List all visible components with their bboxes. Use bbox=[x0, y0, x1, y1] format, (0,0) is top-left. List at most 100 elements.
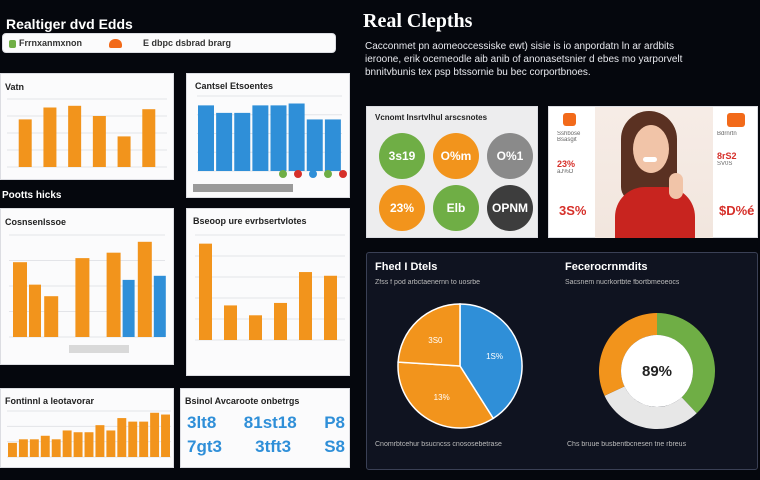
bar bbox=[117, 418, 127, 457]
scrollbar bbox=[193, 184, 293, 192]
bar bbox=[270, 105, 287, 171]
metric-circle: O%m bbox=[433, 133, 479, 179]
desc-line: ieroone, erik ocemeodle aib anib of anon… bbox=[365, 54, 683, 65]
promo-card: Sshbose Bsasgit 23% aJ%O 3S% Bdrnrtn 8rS… bbox=[548, 106, 758, 238]
bar bbox=[43, 107, 57, 167]
panel-c-title: Cosnsenlssoe bbox=[5, 217, 67, 227]
slice-label: 13% bbox=[434, 393, 450, 402]
page-title: Real Clepths bbox=[363, 10, 473, 32]
bar bbox=[40, 435, 50, 457]
legend-dot bbox=[324, 170, 332, 178]
bar-orange bbox=[29, 284, 41, 337]
bar bbox=[95, 425, 105, 457]
bar bbox=[139, 421, 149, 457]
pie-left-title: Fhed I Dtels bbox=[375, 261, 438, 273]
panel-e: Fontinnl a leotavorar bbox=[0, 388, 174, 468]
legend-dot bbox=[279, 170, 287, 178]
legend-dot bbox=[339, 170, 347, 178]
donut-center-label: 89% bbox=[642, 363, 672, 380]
promo-left-item: aJ%O bbox=[557, 169, 574, 175]
stat-value: 81st18 bbox=[243, 413, 297, 432]
bar bbox=[274, 302, 287, 340]
stat-value: 7gt3 bbox=[187, 437, 222, 456]
bar bbox=[29, 439, 39, 457]
bar bbox=[306, 119, 323, 171]
stat-value: P8 bbox=[324, 413, 345, 432]
metric-circle: OPNM bbox=[487, 185, 533, 231]
donut-segment bbox=[604, 386, 697, 429]
promo-left-item: Sshbose bbox=[557, 131, 581, 137]
bar bbox=[198, 105, 214, 171]
promo-left-item: 23% bbox=[557, 159, 576, 169]
pie-left-caption: Cnomrbtcehur bsucncss cnososebetrase bbox=[375, 441, 502, 448]
panel-b-title: Cantsel Etsoentes bbox=[195, 81, 274, 91]
donut-chart: 89% bbox=[599, 313, 715, 429]
tab-bar: Frrnxanmxnon E dbpc dsbrad brarg bbox=[2, 33, 336, 53]
promo-right-item: SV0S bbox=[717, 161, 733, 167]
legend-dot bbox=[294, 170, 302, 178]
bar bbox=[128, 421, 138, 457]
bar bbox=[62, 430, 72, 457]
panel-f-title: Bsinol Avcaroote onbetrgs bbox=[185, 396, 300, 406]
promo-right-value: $D%é bbox=[719, 203, 755, 218]
panel-c: Cosnsenlssoe bbox=[0, 208, 174, 365]
bar bbox=[224, 305, 237, 340]
stat-value: 3lt8 bbox=[187, 413, 217, 432]
stat-value: S8 bbox=[324, 437, 345, 456]
bar bbox=[18, 439, 28, 457]
desc-line: bnnitvbunis tex psp btssornie bu bec cor… bbox=[365, 67, 591, 78]
bar bbox=[252, 105, 269, 171]
promo-left-item: Bsasgit bbox=[557, 137, 577, 143]
desc-line: Cacconmet pn aomeoccessiske ewt) sisie i… bbox=[365, 41, 675, 52]
pie-left-subtitle: Zfss f pod arbctaenernn to uosrbe bbox=[375, 279, 481, 286]
bar bbox=[106, 430, 116, 457]
panel-d-title: Bseoop ure evrbsertvlotes bbox=[193, 216, 307, 226]
panel-e-chart bbox=[7, 410, 171, 458]
bar bbox=[324, 119, 341, 171]
tab-2-label[interactable]: E dbpc dsbrad brarg bbox=[143, 38, 232, 48]
model-photo bbox=[595, 107, 713, 238]
bar-orange bbox=[75, 258, 90, 337]
bar-orange bbox=[13, 262, 27, 337]
panel-e-title: Fontinnl a leotavorar bbox=[5, 396, 95, 406]
promo-left-icon bbox=[563, 113, 576, 126]
metric-circle: 3s19 bbox=[379, 133, 425, 179]
panel-f: Bsinol Avcaroote onbetrgs 3lt8 81st18 P8… bbox=[180, 388, 350, 468]
slice-label: 3S0 bbox=[428, 336, 443, 345]
promo-right-item: Bdrnrtn bbox=[717, 131, 737, 137]
bar bbox=[8, 442, 17, 457]
app-title: Realtiger dvd Edds bbox=[6, 16, 133, 32]
metric-circle: 23% bbox=[379, 185, 425, 231]
circles-card-title: Vcnomt lnsrtvlhul arscsnotes bbox=[375, 113, 488, 122]
pie-right-caption: Chs bruue busbentbcnesen tne rbreus bbox=[567, 441, 687, 448]
panel-c-chart bbox=[9, 234, 166, 353]
bar-orange bbox=[137, 241, 152, 337]
scroll-track bbox=[69, 345, 129, 353]
bar bbox=[299, 272, 312, 340]
bar bbox=[150, 412, 160, 457]
panel-a: Vatn bbox=[0, 73, 174, 180]
bar bbox=[18, 119, 32, 167]
bar bbox=[234, 112, 251, 171]
panel-a-label: Vatn bbox=[5, 82, 25, 92]
bar-blue bbox=[153, 275, 166, 337]
pie-right-title: Fecerocrnmdits bbox=[565, 261, 648, 273]
panel-b: Cantsel Etsoentes bbox=[186, 73, 350, 198]
bar-orange bbox=[106, 252, 121, 337]
donut-segment bbox=[657, 313, 715, 414]
bar bbox=[216, 112, 233, 171]
metric-circle: O%1 bbox=[487, 133, 533, 179]
promo-left-value: 3S% bbox=[559, 203, 587, 218]
bar-blue bbox=[122, 279, 135, 337]
tab-1-label[interactable]: Frrnxanmxnon bbox=[19, 38, 83, 48]
bar bbox=[324, 275, 337, 340]
metric-circle: Elb bbox=[433, 185, 479, 231]
panel-d-chart bbox=[195, 234, 345, 341]
bar bbox=[117, 136, 131, 167]
stat-value: 3tft3 bbox=[255, 437, 292, 456]
bar bbox=[51, 439, 61, 457]
donut-hole bbox=[621, 335, 693, 407]
circles-card: Vcnomt lnsrtvlhul arscsnotes 3s19 O%m O%1 2… bbox=[366, 106, 538, 238]
bar bbox=[161, 414, 170, 457]
bar-orange bbox=[44, 296, 59, 337]
